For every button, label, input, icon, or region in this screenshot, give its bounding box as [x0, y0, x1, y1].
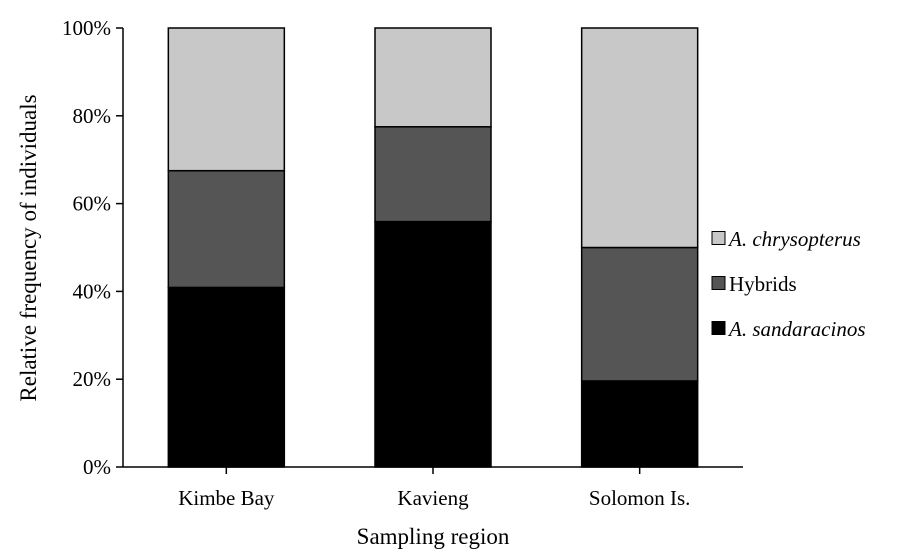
y-tick-label: 0%	[83, 455, 111, 479]
legend: A. chrysopterus Hybrids A. sandaracinos	[711, 227, 866, 341]
bar-segment-a-sandaracinos-kimbe-bay	[167, 286, 286, 468]
bar-segment-hybrids-kavieng	[374, 126, 492, 223]
bars-layer	[167, 27, 699, 468]
bar-segment-hybrids-solomon-is	[580, 246, 699, 382]
legend-swatch-a-chrysopterus	[711, 231, 726, 245]
y-tick-label: 100%	[62, 16, 111, 40]
bar-segment-a-sandaracinos-kavieng	[374, 220, 492, 468]
legend-swatch-a-sandaracinos	[711, 321, 726, 335]
legend-label-a-chrysopterus: A. chrysopterus	[727, 227, 861, 251]
y-ticks: 0% 20% 40% 60% 80% 100%	[62, 16, 123, 479]
x-category-label: Solomon Is.	[589, 486, 691, 510]
y-tick-label: 20%	[73, 367, 112, 391]
x-category-label: Kavieng	[397, 486, 469, 510]
bar-segment-a-chrysopterus-kavieng	[374, 27, 492, 128]
y-tick-label: 80%	[73, 104, 112, 128]
y-tick-label: 40%	[73, 279, 112, 303]
bar-segment-a-chrysopterus-solomon-is	[580, 27, 699, 249]
x-axis-title: Sampling region	[357, 524, 510, 549]
bar-segment-a-sandaracinos-solomon-is	[580, 380, 699, 468]
legend-label-a-sandaracinos: A. sandaracinos	[727, 317, 866, 341]
bar-segment-a-chrysopterus-kimbe-bay	[167, 27, 286, 172]
y-tick-label: 60%	[73, 192, 112, 216]
y-axis-title: Relative frequency of individuals	[16, 94, 41, 401]
x-category-labels: Kimbe Bay Kavieng Solomon Is.	[178, 467, 690, 510]
legend-label-hybrids: Hybrids	[729, 272, 797, 296]
legend-swatch-hybrids	[711, 276, 726, 290]
bar-segment-hybrids-kimbe-bay	[167, 169, 286, 289]
x-category-label: Kimbe Bay	[178, 486, 275, 510]
